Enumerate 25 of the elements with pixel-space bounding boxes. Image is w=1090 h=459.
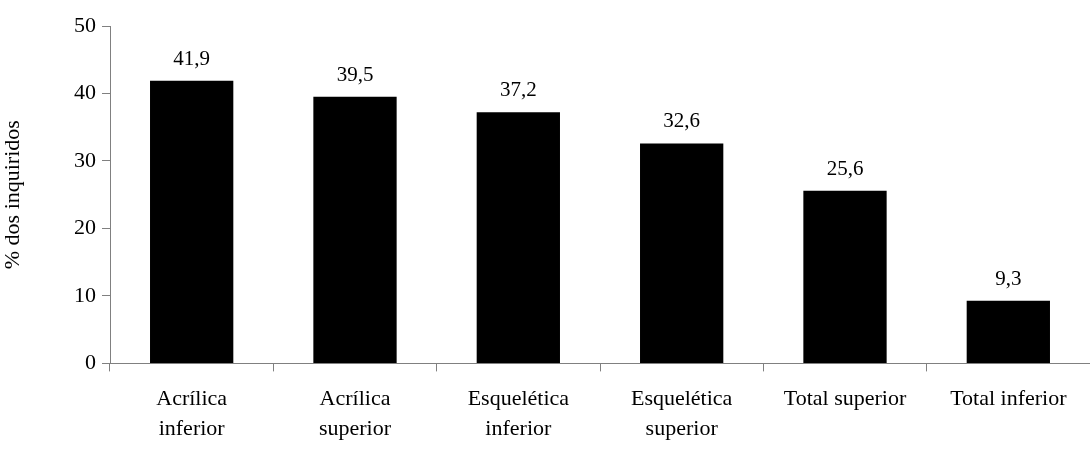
data-label: 39,5 — [336, 61, 374, 86]
y-tick-label: 40 — [74, 79, 96, 105]
y-tick-label: 0 — [85, 349, 96, 375]
bar — [803, 190, 887, 363]
y-tick-label: 30 — [74, 146, 96, 172]
x-tick-label: Acrílica inferior — [156, 384, 228, 441]
y-tick-label: 10 — [74, 281, 96, 307]
x-tick-label: Esquelética superior — [630, 384, 733, 441]
x-tick-label: Total superior — [783, 384, 907, 410]
y-tick-label: 50 — [74, 11, 96, 37]
bar — [640, 143, 724, 363]
bar — [313, 96, 397, 363]
data-label: 37,2 — [499, 77, 537, 102]
bar — [150, 80, 234, 363]
x-tick-label: Esquelética inferior — [467, 384, 570, 441]
bar — [476, 112, 560, 363]
data-label: 25,6 — [826, 155, 864, 180]
y-axis-title: % dos inquiridos — [0, 120, 24, 270]
data-label: 41,9 — [173, 45, 211, 70]
bar — [966, 300, 1050, 363]
y-tick-label: 20 — [74, 214, 96, 240]
data-label: 32,6 — [663, 108, 701, 133]
data-label: 9,3 — [995, 265, 1022, 290]
x-tick-label: Total inferior — [950, 384, 1068, 410]
x-tick-label: Acrílica superior — [318, 384, 392, 441]
